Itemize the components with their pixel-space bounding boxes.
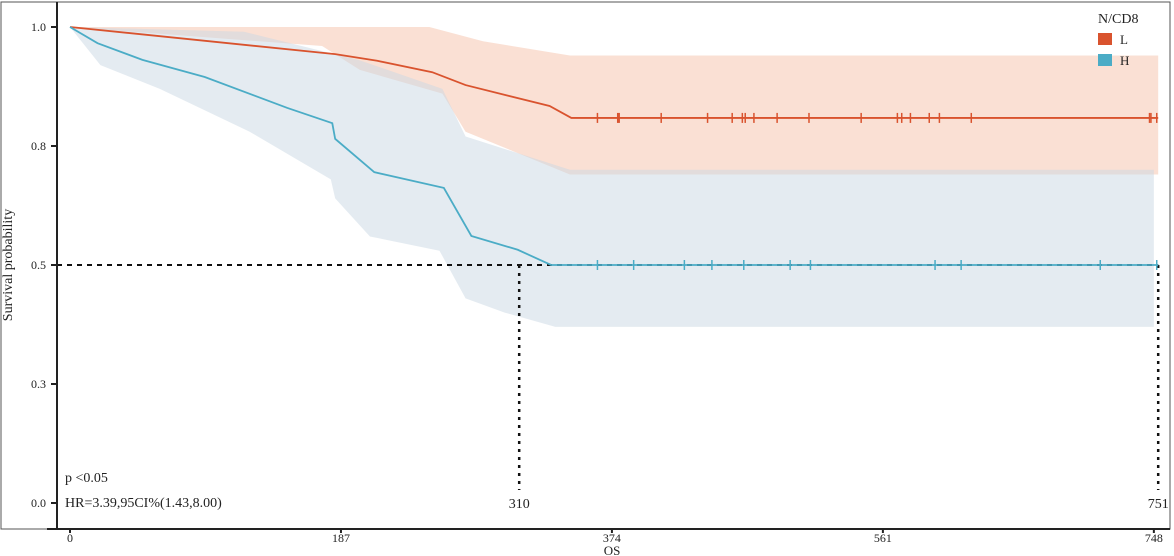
survival-curve-l [69, 26, 1159, 119]
p-value-annotation: p <0.05 [65, 471, 108, 486]
x-tick-label: 0 [67, 531, 73, 545]
hazard-ratio-annotation: HR=3.39,95CI%(1.43,8.00) [65, 496, 222, 511]
x-tick-label: 187 [332, 531, 350, 545]
legend-title: N/CD8 [1098, 12, 1138, 27]
survival-curve-h [69, 26, 1159, 266]
y-tick-label: 0.8 [31, 139, 46, 153]
legend-swatch-l [1098, 33, 1112, 45]
median-label-310: 310 [509, 497, 530, 512]
y-tick-label: 0.0 [31, 496, 46, 510]
legend-label-h: H [1120, 53, 1129, 68]
x-axis-label: OS [604, 543, 621, 556]
x-tick-label: 748 [1145, 531, 1163, 545]
ci-band-h [70, 27, 1154, 327]
y-tick-label: 0.3 [31, 377, 46, 391]
y-axis-label: Survival probability [1, 209, 16, 321]
legend: N/CD8 L H [1098, 12, 1138, 68]
median-label-751: 751 [1148, 497, 1169, 512]
x-tick-label: 374 [603, 531, 621, 545]
legend-swatch-h [1098, 54, 1112, 66]
ci-band-l [70, 27, 1159, 175]
x-tick-label: 561 [874, 531, 892, 545]
y-tick-label: 0.5 [31, 258, 46, 272]
legend-label-l: L [1120, 32, 1128, 47]
y-tick-label: 1.0 [31, 20, 46, 34]
